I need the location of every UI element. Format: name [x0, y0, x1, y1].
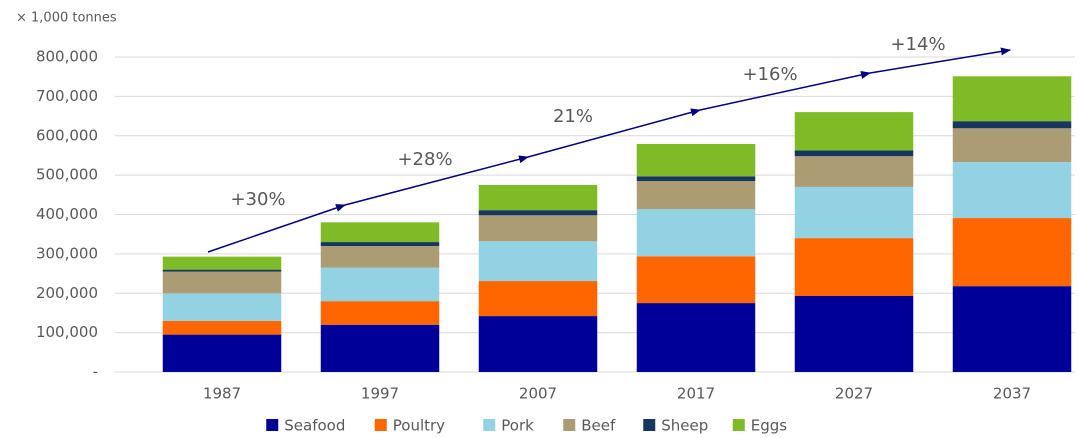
legend-label: Seafood	[284, 417, 345, 435]
annotation: +28%	[397, 149, 452, 170]
annotation: +30%	[230, 189, 285, 210]
bar-segment	[162, 293, 282, 321]
y-tick-label: 100,000	[36, 323, 98, 341]
legend-swatch	[732, 419, 745, 431]
trend-arrows	[207, 47, 1011, 253]
legend-label: Eggs	[751, 417, 788, 435]
x-tick-label: 2007	[519, 385, 557, 403]
bar-segment	[794, 238, 914, 297]
x-tick-label: 1997	[361, 385, 399, 403]
bar-segment	[320, 242, 440, 246]
y-axis-label: × 1,000 tonnes	[16, 11, 117, 26]
y-tick-label: 800,000	[36, 48, 98, 66]
bar-segment	[952, 121, 1072, 129]
bar-segment	[162, 334, 282, 372]
legend-swatch	[643, 419, 656, 431]
y-tick-label: 400,000	[36, 205, 98, 223]
y-tick-label: 600,000	[36, 126, 98, 144]
bar-segment	[636, 181, 756, 209]
bar-segment	[794, 186, 914, 239]
bar-segment	[162, 320, 282, 335]
y-tick-label: 200,000	[36, 284, 98, 302]
bar-segment	[478, 215, 598, 242]
legend-swatch	[563, 419, 576, 431]
bar-segment	[794, 150, 914, 157]
y-tick-label: 300,000	[36, 244, 98, 262]
x-tick-label: 2027	[835, 385, 873, 403]
bar-segment	[636, 208, 756, 257]
legend-label: Beef	[581, 417, 616, 435]
x-tick-label: 2017	[677, 385, 715, 403]
bar-segment	[478, 210, 598, 216]
y-tick-label: -	[93, 363, 98, 381]
annotation: +14%	[890, 34, 945, 55]
bar-segment	[794, 112, 914, 151]
bar-segment	[320, 222, 440, 243]
bar-segment	[636, 176, 756, 182]
bar-segment	[636, 256, 756, 304]
bar-segment	[794, 296, 914, 372]
bar-segment	[478, 281, 598, 317]
x-tick-label: 1987	[203, 385, 241, 403]
bar-segment	[478, 316, 598, 372]
bar-segment	[162, 269, 282, 272]
bar-segment	[952, 286, 1072, 372]
bar-segment	[162, 271, 282, 294]
legend-swatch	[374, 419, 387, 431]
legend-label: Sheep	[661, 417, 708, 435]
bar-segment	[636, 144, 756, 177]
annotation: 21%	[553, 106, 593, 127]
plot	[115, 56, 1075, 373]
bar-segment	[952, 76, 1072, 122]
bar-segment	[636, 303, 756, 372]
legend-swatch	[483, 419, 496, 431]
bar-segment	[320, 324, 440, 372]
bar-segment	[478, 184, 598, 211]
bar-segment	[162, 256, 282, 270]
bar-segment	[320, 246, 440, 268]
bar-segment	[952, 218, 1072, 287]
legend-label: Poultry	[393, 417, 445, 435]
annotation: +16%	[742, 64, 797, 85]
bar-segment	[478, 241, 598, 282]
bar-segment	[952, 128, 1072, 163]
legend-label: Pork	[501, 417, 534, 435]
y-tick-label: 500,000	[36, 166, 98, 184]
x-tick-label: 2037	[993, 385, 1031, 403]
legend-swatch	[266, 419, 279, 431]
bar-segment	[320, 267, 440, 302]
bar-segment	[952, 162, 1072, 219]
bar-segment	[320, 301, 440, 325]
y-tick-label: 700,000	[36, 87, 98, 105]
bar-segment	[794, 156, 914, 187]
